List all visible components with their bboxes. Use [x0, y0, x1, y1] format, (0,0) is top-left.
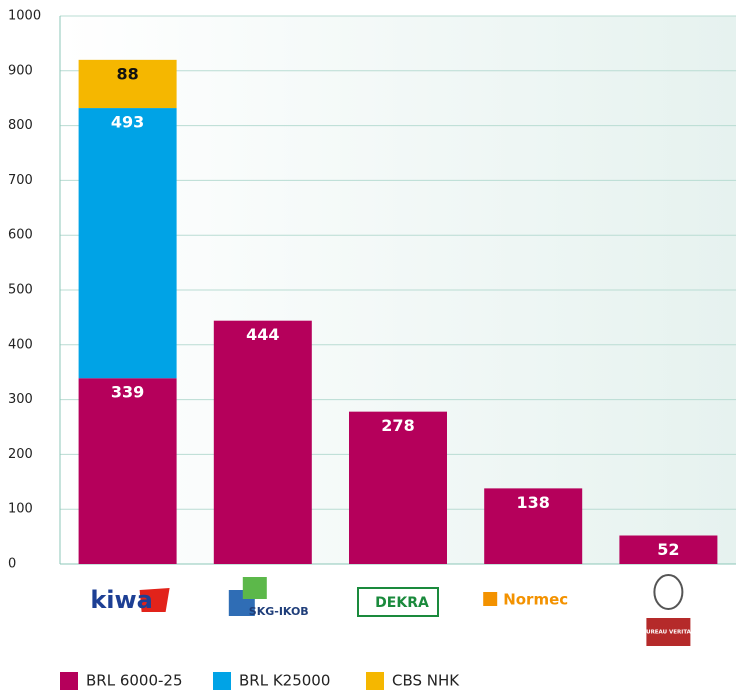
value-label: 88: [116, 64, 138, 83]
y-tick-label: 500: [8, 283, 33, 298]
value-label: 493: [111, 113, 144, 132]
value-label: 339: [111, 383, 144, 402]
legend-label: BRL 6000-25: [86, 672, 183, 690]
value-label: 444: [246, 325, 279, 344]
logo-shape: [646, 618, 691, 646]
y-tick-label: 0: [8, 557, 16, 572]
x-tick-label: SKG-IKOB: [249, 605, 309, 618]
bar-segment: [78, 378, 177, 564]
x-tick-label: kiwa: [90, 586, 153, 614]
logo-shape: [242, 577, 267, 599]
y-tick-label: 400: [8, 337, 33, 352]
bar-segment: [213, 320, 312, 564]
logo-shape: [139, 588, 170, 612]
legend-swatch: [213, 672, 231, 690]
y-tick-label: 300: [8, 392, 33, 407]
logo-shape: [357, 587, 439, 617]
logo-shape: [483, 592, 498, 606]
legend-swatch: [366, 672, 384, 690]
y-tick-label: 800: [8, 118, 33, 133]
legend-label: BRL K25000: [239, 672, 330, 690]
value-label: 52: [657, 540, 679, 559]
y-tick-label: 600: [8, 228, 33, 243]
value-label: 138: [516, 493, 549, 512]
x-tick-label: BUREAU VERITAS: [642, 630, 695, 636]
bar-segment: [78, 59, 177, 109]
legend-swatch: [60, 672, 78, 690]
value-label: 278: [381, 416, 414, 435]
bar-segment: [484, 488, 583, 564]
x-tick-label: DEKRA: [375, 595, 429, 611]
y-tick-label: 900: [8, 63, 33, 78]
y-tick-label: 700: [8, 173, 33, 188]
legend-label: CBS NHK: [392, 672, 460, 690]
bar-segment: [78, 108, 177, 379]
x-tick-label: Normec: [503, 591, 568, 609]
y-tick-label: 200: [8, 447, 33, 462]
bar-segment: [349, 411, 447, 564]
y-tick-label: 1000: [8, 9, 41, 24]
bar-segment: [619, 535, 718, 564]
y-tick-label: 100: [8, 502, 33, 517]
logo-shape: [653, 574, 684, 610]
